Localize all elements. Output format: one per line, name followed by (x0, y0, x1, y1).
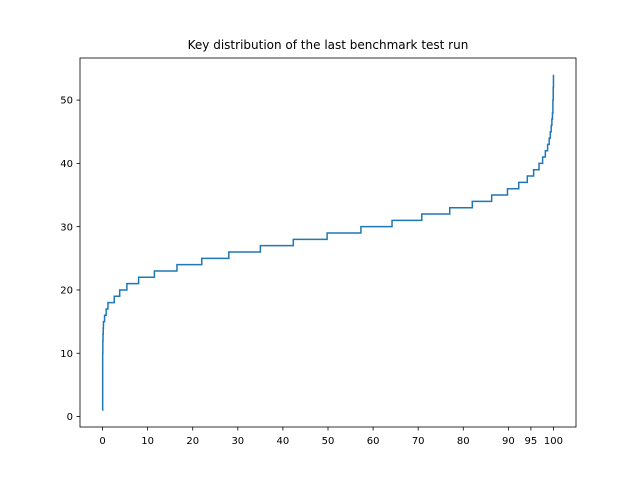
x-tick-label-5: 50 (322, 436, 335, 447)
x-tick-label-3: 30 (231, 436, 244, 447)
y-tick-label-2: 20 (60, 286, 73, 297)
x-tick-label-11: 100 (544, 436, 563, 447)
x-tick-label-7: 70 (412, 436, 425, 447)
x-tick-label-2: 20 (186, 436, 199, 447)
y-axis: 0 10 20 30 40 50 (60, 96, 80, 423)
x-tick-label-0: 0 (99, 436, 105, 447)
x-tick-label-6: 60 (367, 436, 380, 447)
x-tick-label-10: 95 (525, 436, 538, 447)
y-tick-label-1: 10 (60, 349, 73, 360)
chart-title: Key distribution of the last benchmark t… (188, 38, 469, 52)
y-tick-label-0: 0 (67, 412, 73, 423)
y-tick-label-5: 50 (60, 96, 73, 107)
x-axis: 0 10 20 30 40 50 60 70 80 90 95 100 (99, 427, 563, 447)
y-tick-label-3: 30 (60, 222, 73, 233)
x-tick-label-9: 90 (502, 436, 515, 447)
series-line-0 (101, 74, 555, 411)
x-tick-label-4: 40 (277, 436, 290, 447)
y-tick-label-4: 40 (60, 159, 73, 170)
axes-frame (79, 57, 577, 428)
plot-area (101, 74, 555, 411)
x-tick-label-8: 80 (457, 436, 470, 447)
x-tick-label-1: 10 (141, 436, 154, 447)
